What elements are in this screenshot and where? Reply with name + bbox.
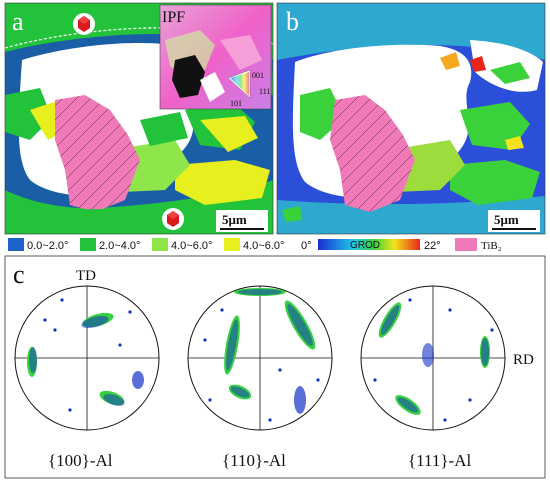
grod-label: GROD <box>350 240 380 251</box>
legend-label-4: 4.0~6.0° <box>243 240 284 252</box>
td-label: TD <box>76 268 96 284</box>
scale-bar-b-label: 5μm <box>494 212 519 227</box>
pole-label-110: {110}-Al <box>222 451 286 470</box>
cube-marker-top <box>73 13 95 35</box>
grod-end-label: 22° <box>424 240 441 252</box>
pole-figure-100 <box>14 285 160 431</box>
tib2-label: TiB₂ <box>481 240 502 252</box>
grod-start-label: 0° <box>301 240 312 252</box>
pole-figure-111 <box>360 285 506 431</box>
rd-label: RD <box>513 352 534 368</box>
pole-points-110 <box>203 288 320 422</box>
ipf-label: IPF <box>162 9 185 26</box>
scale-bar-a: 5μm <box>216 210 268 232</box>
pole-label-100: {100}-Al <box>48 451 113 470</box>
cube-marker-bottom <box>162 208 184 230</box>
panel-b-letter: b <box>286 7 299 36</box>
pole-points-100 <box>27 298 144 412</box>
panel-b-map <box>277 3 545 234</box>
ipf-tick-001: 001 <box>252 71 264 80</box>
legend-label-3: 4.0~6.0° <box>171 240 212 252</box>
pole-figure-110 <box>187 285 333 431</box>
legend-swatch-1 <box>8 238 24 251</box>
legend-swatch-3 <box>152 238 168 251</box>
panel-c-letter: c <box>13 260 25 289</box>
scale-bar-a-label: 5μm <box>222 212 247 227</box>
legend-label-2: 2.0~4.0° <box>99 240 140 252</box>
ipf-tick-101: 101 <box>230 99 242 108</box>
legend-label-1: 0.0~2.0° <box>27 240 68 252</box>
pole-label-111: {111}-Al <box>408 451 471 470</box>
ipf-inset <box>159 4 272 110</box>
pole-points-111 <box>373 298 494 422</box>
tib2-swatch <box>455 238 477 251</box>
legend-swatch-4 <box>224 238 240 251</box>
legend-row: 0.0~2.0° 2.0~4.0° 4.0~6.0° 4.0~6.0° 0° G… <box>8 238 502 252</box>
grod-colorbar <box>318 239 420 250</box>
panel-a-letter: a <box>12 7 24 36</box>
scale-bar-b: 5μm <box>488 210 540 232</box>
ipf-tick-111: 111 <box>259 87 270 96</box>
legend-swatch-2 <box>80 238 96 251</box>
